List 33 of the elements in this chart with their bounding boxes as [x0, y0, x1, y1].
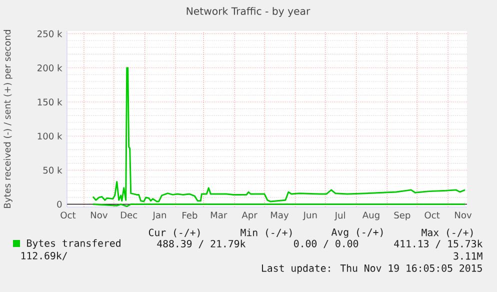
- y-tick-label: 0: [57, 200, 62, 208]
- y-axis-title: Bytes received (-) / sent (+) per second: [4, 30, 12, 208]
- x-tick-label: Nov: [455, 212, 472, 218]
- y-tick-label: 200 k: [38, 64, 62, 72]
- text: Min (-/+): [240, 228, 292, 238]
- x-tick-label: May: [270, 212, 289, 220]
- x-tick-label: Sep: [394, 212, 410, 220]
- text: Max (-/+): [422, 228, 473, 238]
- text: Last update: Thu Nov 19 16:05:05 2015: [262, 264, 482, 274]
- x-tick-label: Apr: [242, 212, 258, 220]
- chart-title: Network Traffic - by year: [186, 7, 310, 17]
- text: 411.13 / 15.73k: [394, 240, 483, 248]
- x-tick-label: Jul: [334, 212, 345, 220]
- x-tick-label: Nov: [90, 212, 108, 218]
- text: Avg (-/+): [331, 228, 383, 238]
- y-tick-label: 50 k: [43, 166, 62, 174]
- y-tick-label: 150 k: [38, 98, 62, 106]
- text: 112.69k/: [21, 252, 68, 260]
- x-tick-label: Oct: [60, 212, 76, 219]
- x-tick-label: Jun: [302, 212, 317, 220]
- text: Cur (-/+): [148, 228, 200, 238]
- x-tick-label: Oct: [424, 212, 440, 219]
- text: 488.39 / 21.79k: [157, 240, 246, 248]
- text: 3.11M: [454, 252, 482, 260]
- x-tick-label: Jan: [152, 212, 166, 220]
- x-tick-label: Aug: [362, 212, 380, 220]
- x-tick-label: Dec: [120, 212, 138, 218]
- legend-label: Bytes transfered: [27, 239, 120, 249]
- x-tick-label: Mar: [210, 212, 228, 218]
- x-tick-label: Feb: [182, 212, 198, 219]
- text: 0.00 / 0.00: [294, 240, 358, 248]
- y-tick-label: 250 k: [38, 30, 62, 38]
- y-tick-label: 100 k: [38, 132, 62, 140]
